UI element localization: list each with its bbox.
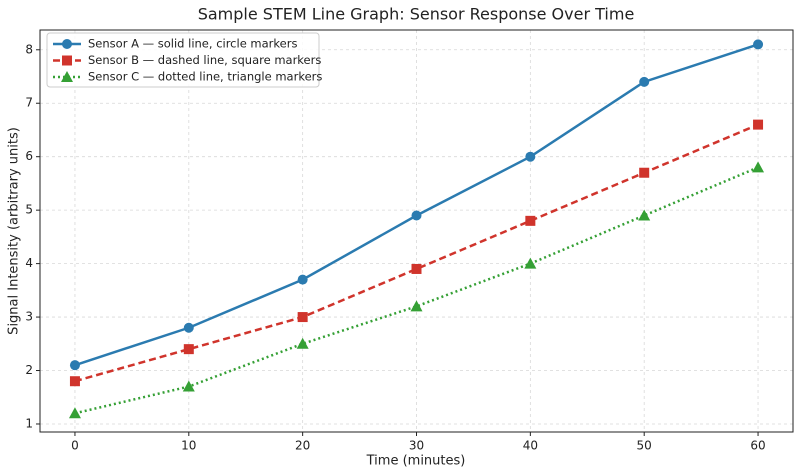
marker — [753, 119, 764, 130]
x-tick-label: 40 — [523, 439, 538, 453]
marker — [638, 209, 651, 221]
marker — [752, 161, 765, 173]
y-tick-label: 5 — [25, 203, 33, 217]
marker — [69, 376, 80, 387]
y-axis-label: Signal Intensity (arbitrary units) — [7, 127, 22, 335]
legend-marker — [61, 71, 73, 82]
marker — [525, 151, 536, 162]
marker — [296, 337, 309, 349]
x-axis-label: Time (minutes) — [366, 454, 466, 469]
x-tick-label: 50 — [637, 439, 652, 453]
marker — [410, 300, 423, 312]
y-tick-label: 6 — [25, 149, 33, 163]
marker — [639, 167, 650, 178]
marker — [639, 76, 650, 87]
legend-marker — [62, 55, 72, 66]
legend-label: Sensor A — solid line, circle markers — [88, 37, 297, 51]
y-tick-label: 7 — [25, 96, 33, 110]
marker — [183, 322, 194, 333]
x-tick-label: 30 — [409, 439, 424, 453]
legend-label: Sensor B — dashed line, square markers — [88, 53, 321, 67]
marker — [69, 360, 80, 371]
y-tick-label: 2 — [25, 363, 33, 377]
y-tick-label: 4 — [25, 256, 33, 270]
x-tick-label: 20 — [295, 439, 310, 453]
x-tick-label: 0 — [71, 439, 79, 453]
marker — [182, 380, 195, 392]
legend-label: Sensor C — dotted line, triangle markers — [88, 70, 322, 84]
marker — [525, 215, 536, 226]
marker — [297, 312, 308, 323]
x-tick-label: 60 — [750, 439, 765, 453]
chart-title: Sample STEM Line Graph: Sensor Response … — [198, 5, 635, 24]
x-tick-label: 10 — [181, 439, 196, 453]
plot-frame — [39, 29, 794, 433]
legend-box — [46, 32, 320, 88]
marker — [68, 407, 81, 419]
y-tick-label: 3 — [25, 310, 33, 324]
legend-marker — [62, 39, 72, 49]
marker — [183, 344, 194, 355]
marker — [411, 210, 422, 221]
marker — [411, 263, 422, 274]
marker — [524, 257, 537, 269]
marker — [753, 39, 764, 50]
marker — [297, 274, 308, 285]
y-tick-label: 8 — [25, 42, 33, 56]
y-tick-label: 1 — [25, 416, 33, 430]
